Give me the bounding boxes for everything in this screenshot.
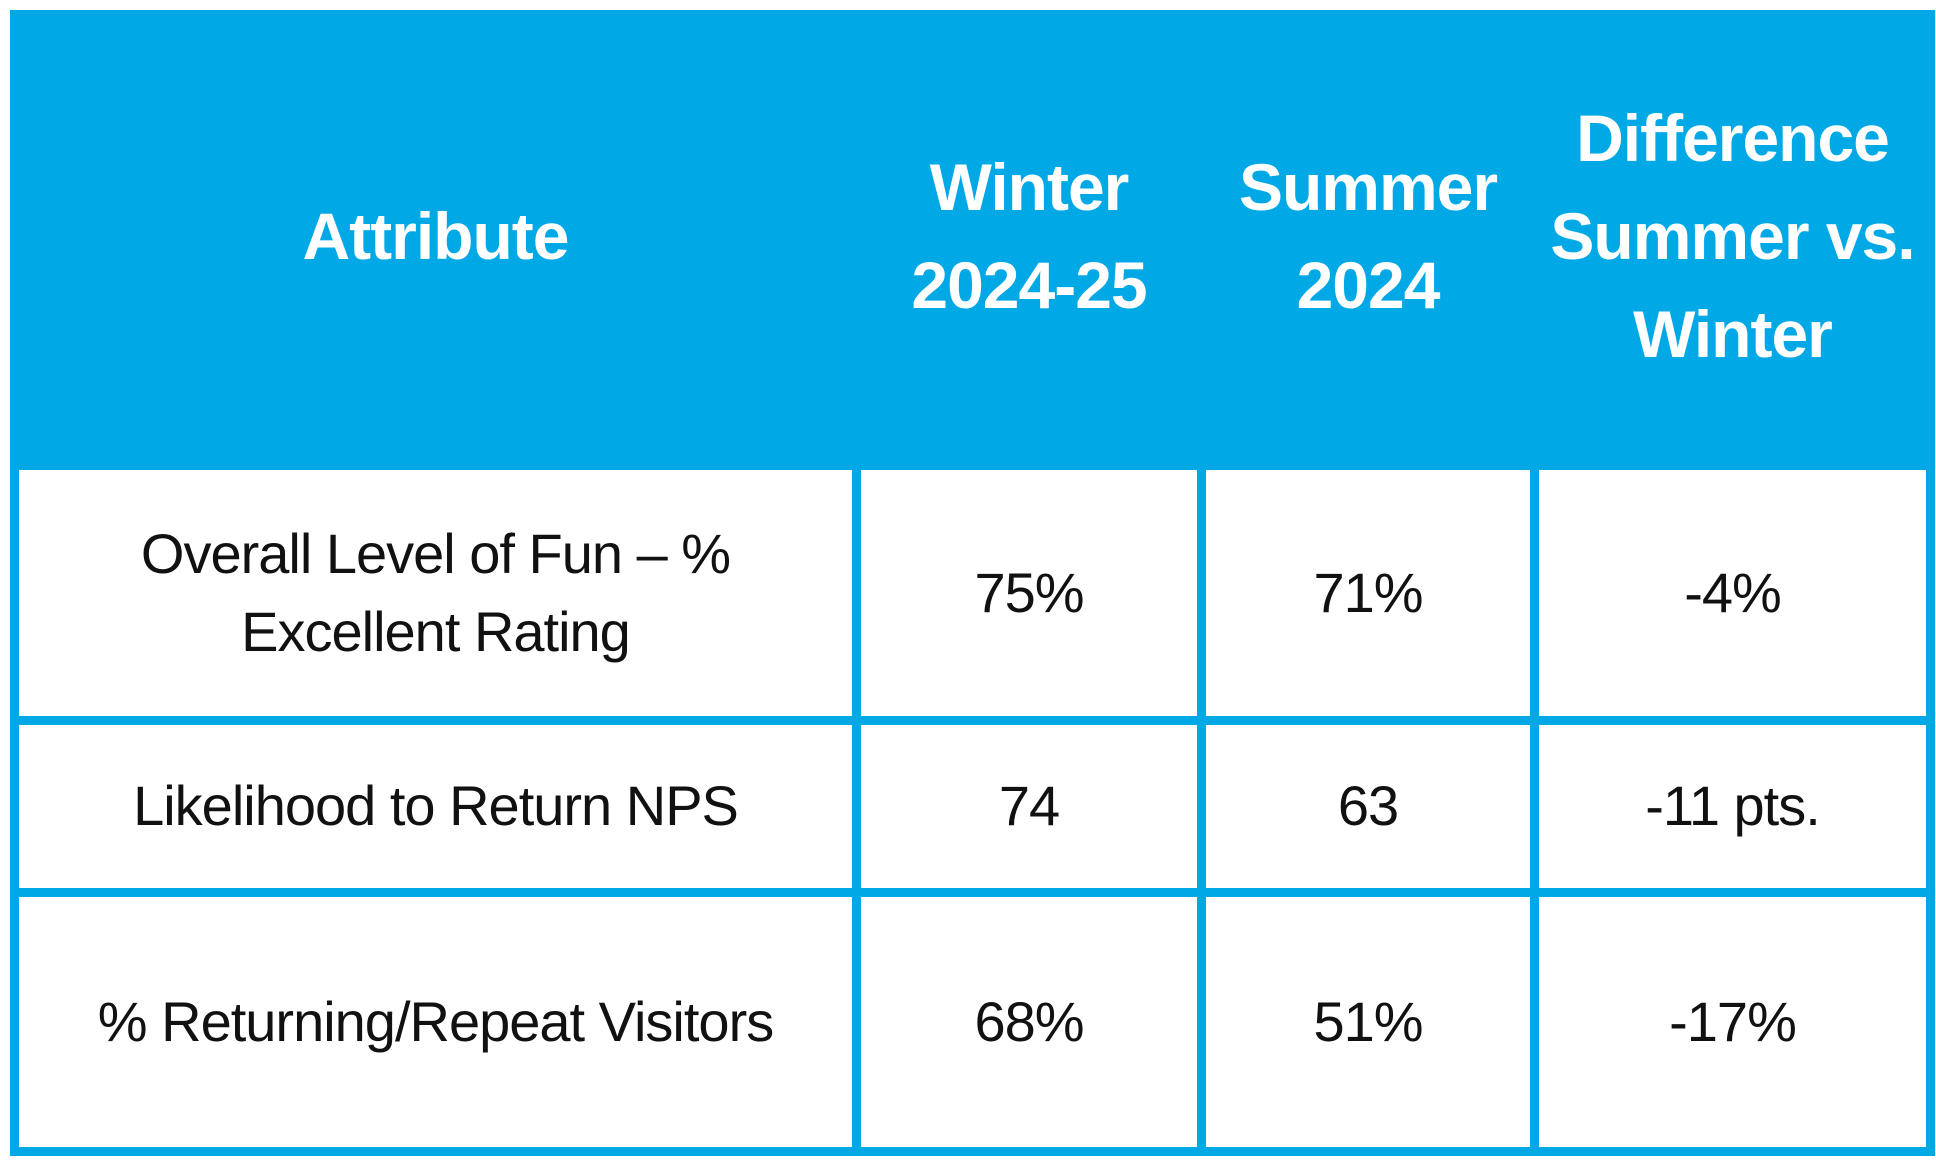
cell-summer: 71%: [1197, 461, 1539, 725]
attribute-text: % Returning/Repeat Visitors: [97, 990, 774, 1054]
cell-difference: -11 pts.: [1530, 715, 1935, 898]
cell-difference: -4%: [1530, 461, 1935, 725]
cell-winter: 74: [852, 715, 1206, 898]
summer-value: 71%: [1313, 560, 1423, 624]
header-attribute-label: Attribute: [302, 198, 570, 273]
cell-winter: 68%: [852, 888, 1206, 1156]
summer-value: 63: [1337, 774, 1399, 838]
cell-summer: 63: [1197, 715, 1539, 898]
header-summer: Summer 2024: [1201, 10, 1535, 466]
header-summer-label: Summer 2024: [1238, 149, 1498, 322]
cell-attribute: % Returning/Repeat Visitors: [10, 888, 861, 1156]
header-winter-label: Winter 2024-25: [911, 149, 1147, 322]
difference-value: -17%: [1669, 990, 1797, 1054]
table-row: Overall Level of Fun – % Excellent Ratin…: [10, 461, 1935, 725]
header-winter: Winter 2024-25: [856, 10, 1202, 466]
difference-value: -4%: [1684, 560, 1782, 624]
header-difference: Difference Summer vs. Winter: [1534, 10, 1931, 466]
table-row: Likelihood to Return NPS 74 63 -11 pts.: [10, 715, 1935, 898]
summer-value: 51%: [1313, 990, 1423, 1054]
winter-value: 68%: [974, 990, 1084, 1054]
cell-attribute: Overall Level of Fun – % Excellent Ratin…: [10, 461, 861, 725]
header-attribute: Attribute: [14, 10, 857, 466]
difference-value: -11 pts.: [1645, 774, 1821, 838]
cell-summer: 51%: [1197, 888, 1539, 1156]
table-row: % Returning/Repeat Visitors 68% 51% -17%: [10, 888, 1935, 1156]
header-difference-label: Difference Summer vs. Winter: [1550, 100, 1915, 371]
cell-difference: -17%: [1530, 888, 1935, 1156]
attribute-text: Overall Level of Fun – % Excellent Ratin…: [140, 521, 731, 663]
cell-winter: 75%: [852, 461, 1206, 725]
table-header-row: Attribute Winter 2024-25 Summer 2024 Dif…: [14, 10, 1931, 466]
winter-value: 74: [998, 774, 1060, 838]
comparison-table: Attribute Winter 2024-25 Summer 2024 Dif…: [10, 10, 1935, 1156]
cell-attribute: Likelihood to Return NPS: [10, 715, 861, 898]
winter-value: 75%: [974, 560, 1084, 624]
attribute-text: Likelihood to Return NPS: [133, 774, 739, 838]
